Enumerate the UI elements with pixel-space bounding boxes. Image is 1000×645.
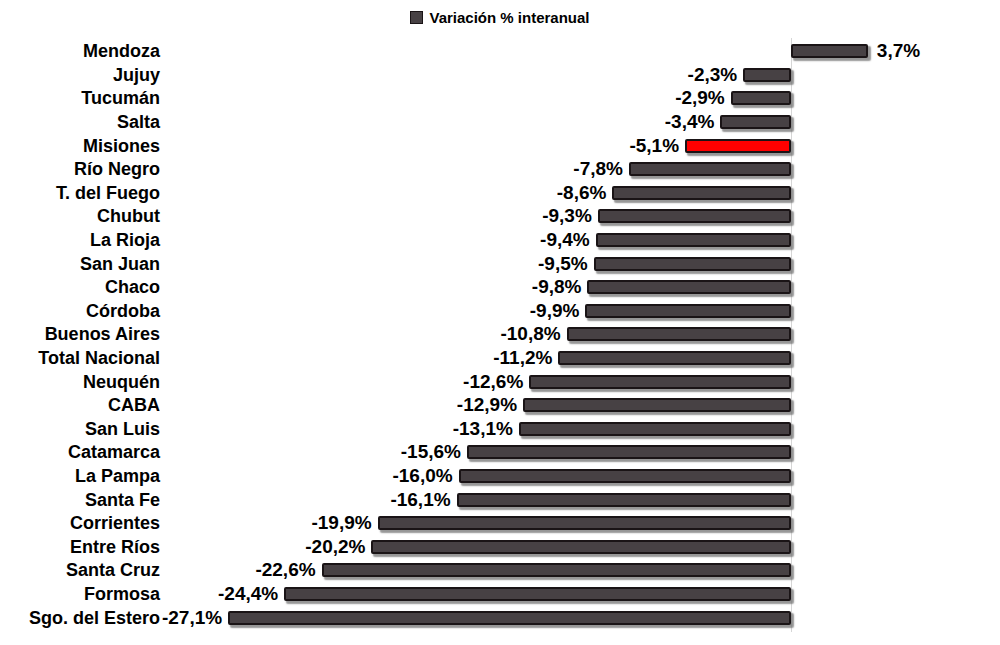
- category-label: Buenos Aires: [0, 324, 160, 345]
- value-label: -12,9%: [457, 394, 517, 416]
- value-label: -24,4%: [218, 583, 278, 605]
- bar: [459, 469, 791, 483]
- bar: [519, 422, 791, 436]
- value-label: 3,7%: [877, 40, 920, 62]
- category-label: Santa Fe: [0, 489, 160, 510]
- category-label: La Pampa: [0, 465, 160, 486]
- value-label: -16,1%: [390, 489, 450, 511]
- category-label: Tucumán: [0, 88, 160, 109]
- bar: [596, 233, 791, 247]
- bar: [322, 563, 791, 577]
- category-label: Catamarca: [0, 442, 160, 463]
- bar: [612, 186, 791, 200]
- category-label: San Luis: [0, 418, 160, 439]
- bar: [558, 351, 791, 365]
- value-label: -9,3%: [542, 205, 592, 227]
- bar: [791, 44, 868, 58]
- bar: [378, 516, 791, 530]
- bar: [457, 493, 791, 507]
- bar: [598, 209, 791, 223]
- baseline-axis: [791, 38, 792, 632]
- bar: [228, 611, 791, 625]
- category-label: Formosa: [0, 583, 160, 604]
- category-label: Mendoza: [0, 41, 160, 62]
- value-label: -10,8%: [500, 323, 560, 345]
- value-label: -9,4%: [540, 229, 590, 251]
- bar: [467, 445, 791, 459]
- bar: [743, 68, 791, 82]
- category-label: Entre Ríos: [0, 536, 160, 557]
- value-label: -11,2%: [493, 347, 552, 369]
- value-label: -22,6%: [255, 559, 315, 581]
- category-label: Río Negro: [0, 159, 160, 180]
- bar: [567, 327, 791, 341]
- value-label: -7,8%: [573, 158, 623, 180]
- bar: [731, 91, 791, 105]
- value-label: -2,3%: [688, 64, 738, 86]
- category-label: CABA: [0, 395, 160, 416]
- bar: [585, 304, 791, 318]
- bar: [594, 257, 791, 271]
- bar: [587, 280, 791, 294]
- value-label: -27,1%: [162, 607, 222, 629]
- category-label: Salta: [0, 111, 160, 132]
- value-label: -19,9%: [311, 512, 371, 534]
- category-label: Total Nacional: [0, 347, 160, 368]
- value-label: -8,6%: [557, 182, 607, 204]
- category-label: Chaco: [0, 277, 160, 298]
- plot-area: Mendoza 3,7% Jujuy -2,3% Tucumán -2,9% Salta -3…: [0, 0, 1000, 645]
- value-label: -20,2%: [305, 536, 365, 558]
- value-label: -5,1%: [629, 135, 679, 157]
- value-label: -13,1%: [453, 418, 513, 440]
- category-label: La Rioja: [0, 229, 160, 250]
- category-label: Chubut: [0, 206, 160, 227]
- bar: [371, 540, 791, 554]
- bar: [284, 587, 791, 601]
- bar-chart: Variación % interanual Mendoza3,7%Jujuy-…: [0, 0, 1000, 645]
- category-label: Santa Cruz: [0, 560, 160, 581]
- bar: [629, 162, 791, 176]
- bar: [529, 375, 791, 389]
- category-label: Neuquén: [0, 371, 160, 392]
- value-label: -9,9%: [530, 300, 580, 322]
- value-label: -12,6%: [463, 371, 523, 393]
- category-label: Corrientes: [0, 513, 160, 534]
- category-label: San Juan: [0, 253, 160, 274]
- value-label: -9,5%: [538, 253, 588, 275]
- bar: [720, 115, 791, 129]
- category-label: Misiones: [0, 135, 160, 156]
- value-label: -2,9%: [675, 87, 725, 109]
- category-label: Córdoba: [0, 300, 160, 321]
- category-label: Jujuy: [0, 64, 160, 85]
- value-label: -9,8%: [532, 276, 582, 298]
- value-label: -3,4%: [665, 111, 715, 133]
- category-label: Sgo. del Estero: [0, 607, 160, 628]
- bar-highlighted: [685, 139, 791, 153]
- value-label: -16,0%: [392, 465, 452, 487]
- bar: [523, 398, 791, 412]
- category-label: T. del Fuego: [0, 182, 160, 203]
- value-label: -15,6%: [401, 441, 461, 463]
